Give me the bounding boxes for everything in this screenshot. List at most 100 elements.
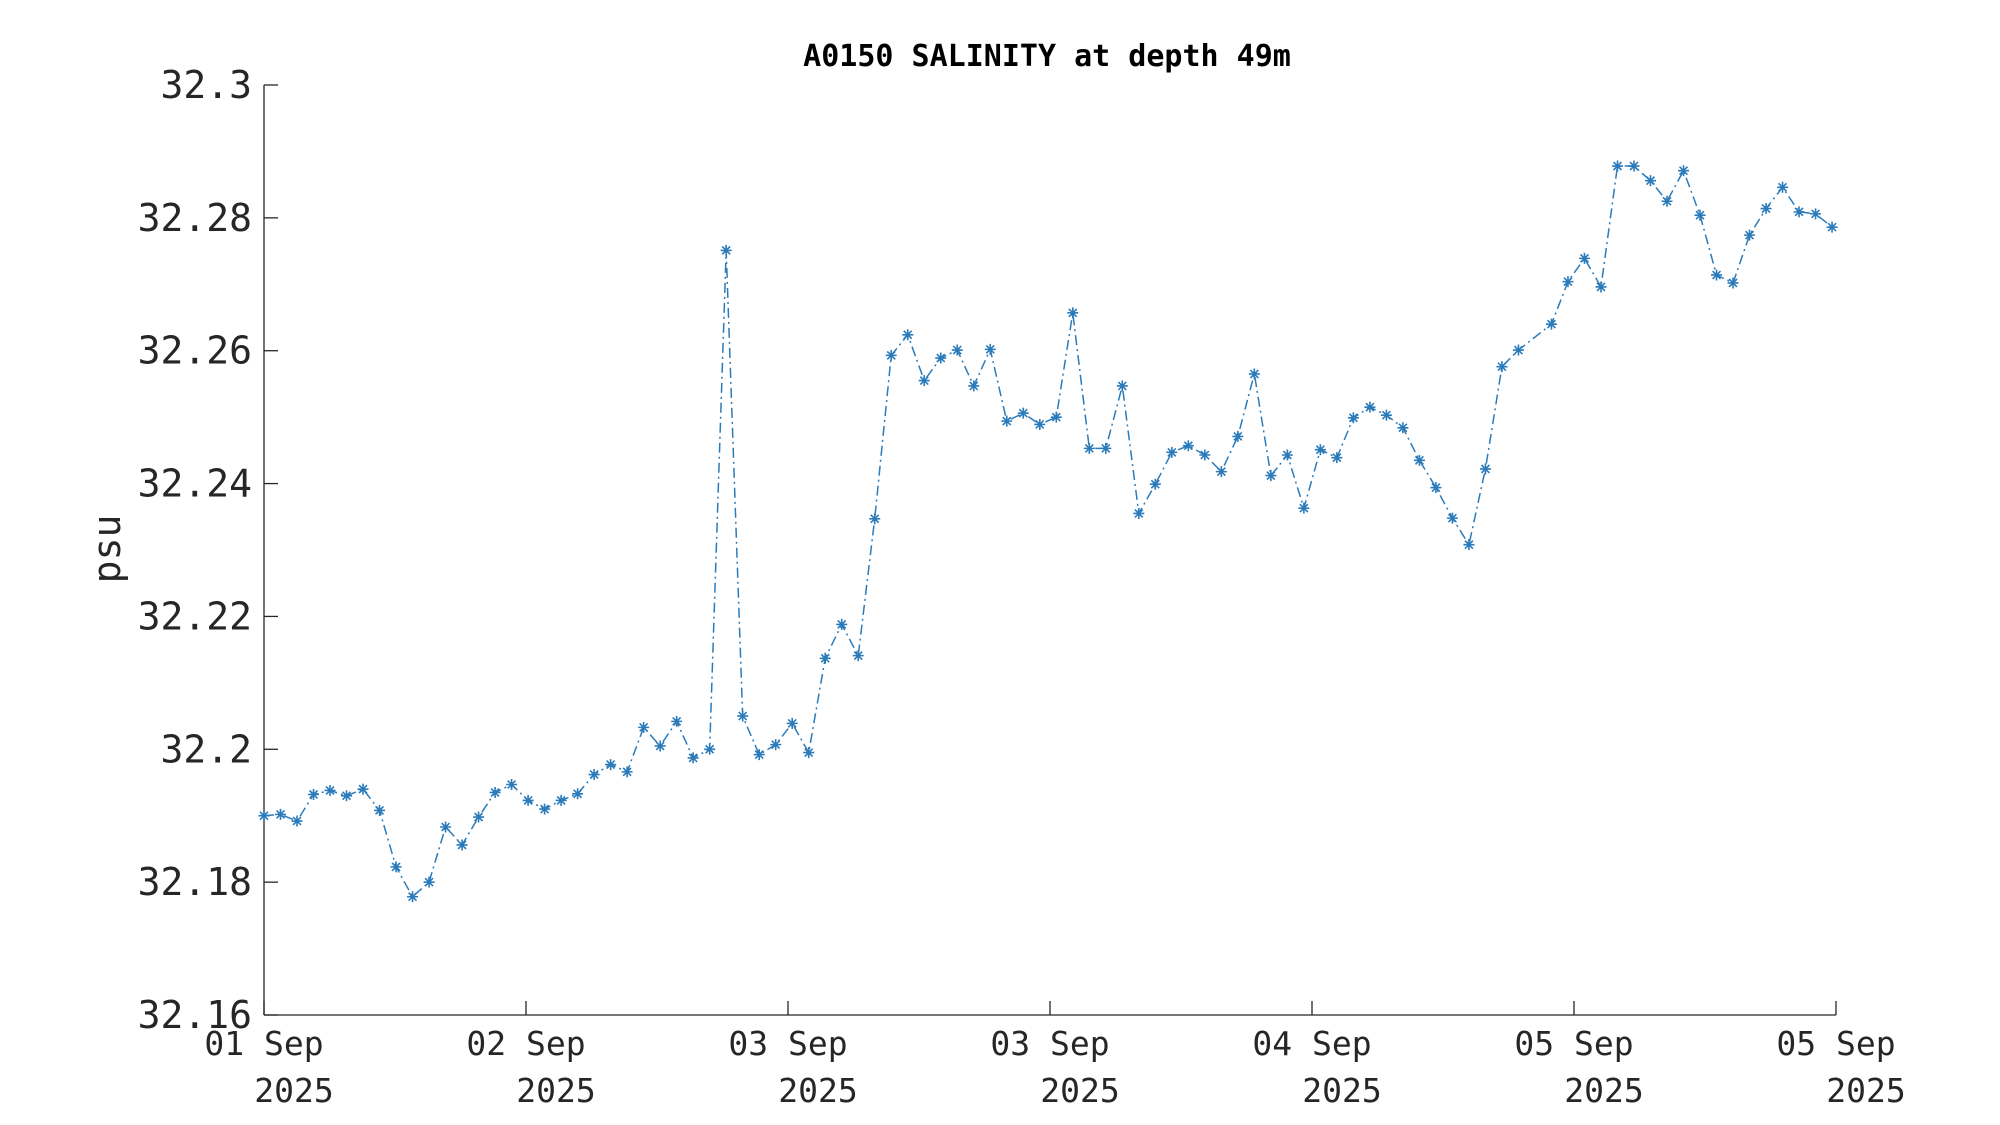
data-point — [1380, 409, 1392, 421]
data-point — [374, 804, 386, 816]
data-point — [654, 740, 666, 752]
data-point — [390, 861, 402, 873]
data-point — [638, 721, 650, 733]
data-point — [902, 329, 914, 341]
y-tick-label: 32.2 — [160, 727, 252, 771]
data-point — [968, 380, 980, 392]
data-point — [1034, 418, 1046, 430]
data-point — [687, 752, 699, 764]
data-point — [555, 794, 567, 806]
data-point — [1133, 507, 1145, 519]
data-point — [1793, 206, 1805, 218]
data-point — [1595, 281, 1607, 293]
data-point — [1810, 208, 1822, 220]
x-tick-year-label: 2025 — [1826, 1071, 1905, 1110]
data-point — [1479, 463, 1491, 475]
data-point — [1281, 449, 1293, 461]
data-point — [1430, 482, 1442, 494]
data-point — [1512, 344, 1524, 356]
data-point — [1760, 203, 1772, 215]
data-point — [621, 766, 633, 778]
data-point — [407, 891, 419, 903]
data-point — [1562, 276, 1574, 288]
data-point — [1182, 440, 1194, 452]
data-point — [836, 618, 848, 630]
data-point — [770, 739, 782, 751]
data-point — [1446, 512, 1458, 524]
y-tick-label: 32.16 — [138, 993, 252, 1037]
data-point — [1149, 478, 1161, 490]
data-point — [588, 769, 600, 781]
data-point — [275, 808, 287, 820]
data-point — [1067, 307, 1079, 319]
data-point — [852, 650, 864, 662]
data-point — [1694, 209, 1706, 221]
data-point — [572, 788, 584, 800]
x-tick-label: 03 Sep — [990, 1024, 1109, 1063]
data-point — [440, 821, 452, 833]
data-point — [357, 783, 369, 795]
data-point — [1083, 442, 1095, 454]
data-point — [1463, 539, 1475, 551]
chart-title: A0150 SALINITY at depth 49m — [803, 39, 1291, 74]
data-point — [1826, 221, 1838, 233]
data-point — [1777, 181, 1789, 193]
data-point — [489, 786, 501, 798]
data-point — [605, 759, 617, 771]
data-point — [1199, 449, 1211, 461]
data-point — [1645, 175, 1656, 187]
data-point — [1744, 229, 1756, 241]
y-tick-label: 32.24 — [138, 462, 252, 506]
data-point — [1248, 368, 1260, 380]
data-point — [1545, 318, 1557, 330]
data-point — [1298, 502, 1310, 514]
x-tick-year-label: 2025 — [778, 1071, 857, 1110]
data-point — [935, 352, 947, 364]
data-point — [456, 839, 468, 851]
data-point — [1050, 411, 1062, 423]
x-tick-year-label: 2025 — [1564, 1071, 1643, 1110]
data-point — [258, 810, 270, 822]
data-point — [1711, 269, 1723, 281]
data-point — [671, 715, 683, 727]
data-point — [1017, 407, 1029, 419]
data-point — [704, 743, 716, 755]
series-line — [263, 165, 1833, 898]
y-tick-label: 32.3 — [160, 63, 252, 107]
data-point — [1496, 361, 1508, 373]
data-point — [918, 375, 930, 387]
data-point — [984, 343, 996, 355]
data-point — [1347, 412, 1359, 424]
data-point — [1628, 160, 1640, 172]
data-point — [819, 652, 831, 664]
chart-axes: 32.16 32.18 32.2 32.22 32.24 32.26 32.28 32.3 01… — [138, 63, 1906, 1110]
data-point — [1265, 470, 1277, 482]
data-point — [423, 876, 435, 888]
data-point — [1678, 165, 1690, 177]
data-point — [1661, 195, 1673, 207]
x-tick-label: 01 Sep — [204, 1024, 323, 1063]
x-tick-label: 04 Sep — [1252, 1024, 1371, 1063]
x-tick-label: 03 Sep — [728, 1024, 847, 1063]
data-point — [1215, 466, 1227, 478]
data-point — [1100, 442, 1112, 454]
data-point — [1413, 454, 1425, 466]
data-point — [869, 513, 881, 525]
x-tick-label: 02 Sep — [466, 1024, 585, 1063]
data-point — [720, 244, 732, 256]
data-point — [951, 344, 963, 356]
x-tick-label: 05 Sep — [1514, 1024, 1633, 1063]
series-layer — [258, 160, 1838, 903]
data-point — [1578, 252, 1590, 264]
y-tick-label: 32.18 — [138, 860, 252, 904]
x-tick-year-label: 2025 — [1302, 1071, 1381, 1110]
x-tick-year-label: 2025 — [516, 1071, 595, 1110]
x-tick-label: 05 Sep — [1776, 1024, 1895, 1063]
data-point — [506, 778, 518, 790]
x-tick-year-label: 2025 — [254, 1071, 333, 1110]
data-point — [522, 794, 534, 806]
y-tick-label: 32.26 — [138, 329, 252, 373]
data-point — [473, 811, 485, 823]
data-point — [737, 710, 749, 722]
